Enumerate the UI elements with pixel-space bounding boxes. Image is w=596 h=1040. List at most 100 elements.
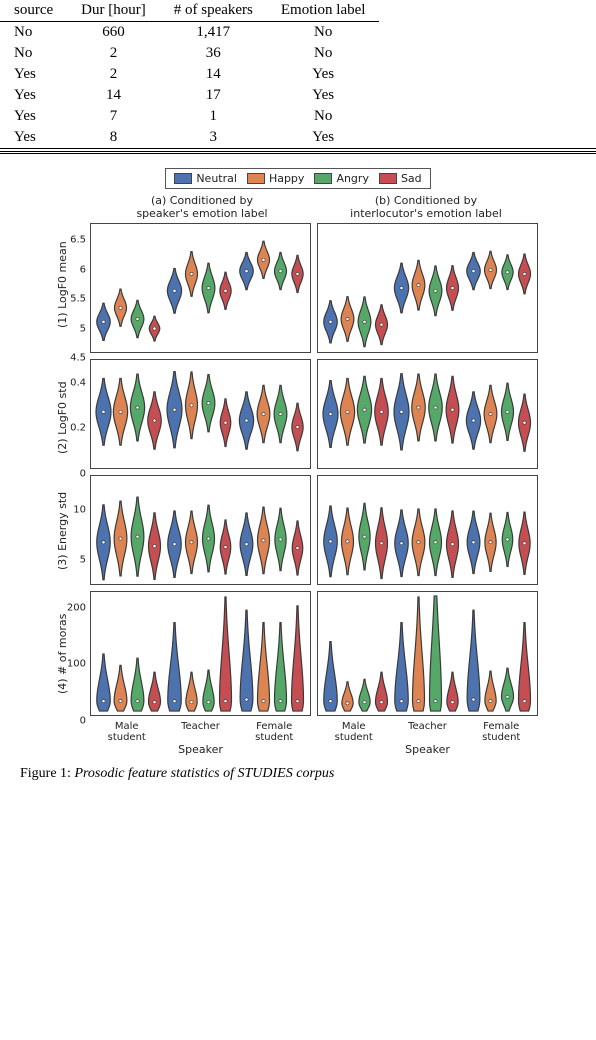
speaker-group	[96, 362, 162, 466]
violin	[290, 362, 305, 466]
violin	[517, 594, 532, 713]
table-cell: Yes	[0, 85, 67, 106]
speaker-group	[466, 362, 532, 466]
table-cell: 660	[67, 22, 160, 44]
speaker-group	[394, 478, 460, 582]
speaker-group	[96, 594, 162, 713]
table-header-row: source Dur [hour] # of speakers Emotion …	[0, 0, 379, 22]
violin	[147, 478, 162, 582]
table-cell: Yes	[267, 85, 380, 106]
speaker-group	[239, 478, 305, 582]
violin	[96, 594, 111, 713]
table-cell: 3	[160, 127, 267, 148]
legend-swatch	[174, 173, 192, 184]
violin	[394, 362, 409, 466]
violin	[256, 362, 271, 466]
violin	[483, 226, 498, 350]
chart-panel	[90, 475, 311, 585]
violin	[394, 594, 409, 713]
violin	[167, 226, 182, 350]
figure-caption: Figure 1: Prosodic feature statistics of…	[20, 766, 596, 782]
violin	[374, 478, 389, 582]
table-cell: 17	[160, 85, 267, 106]
legend-swatch	[379, 173, 397, 184]
x-tick-label: Femalestudent	[482, 722, 520, 743]
violin	[113, 362, 128, 466]
violin	[167, 594, 182, 713]
table-cell: 14	[160, 64, 267, 85]
violin	[256, 594, 271, 713]
violin	[483, 362, 498, 466]
violin	[167, 362, 182, 466]
violin	[273, 478, 288, 582]
violin	[184, 594, 199, 713]
legend-item: Angry	[314, 172, 369, 185]
violin	[340, 594, 355, 713]
violin	[500, 594, 515, 713]
violin	[483, 594, 498, 713]
violin	[394, 226, 409, 350]
violin	[147, 362, 162, 466]
violin	[500, 362, 515, 466]
violin	[357, 594, 372, 713]
violin	[96, 226, 111, 350]
legend-swatch	[247, 173, 265, 184]
y-tick: 200	[67, 602, 86, 613]
y-tick: 5	[80, 555, 86, 566]
speaker-group	[394, 594, 460, 713]
speaker-group	[394, 226, 460, 350]
speaker-group	[323, 478, 389, 582]
violin	[201, 594, 216, 713]
caption-prefix: Figure 1:	[20, 766, 71, 781]
violin	[218, 594, 233, 713]
violin	[500, 478, 515, 582]
violin	[517, 226, 532, 350]
figure-1: NeutralHappyAngrySad (a) Conditioned bys…	[58, 168, 538, 756]
violin	[130, 362, 145, 466]
th-dur: Dur [hour]	[67, 0, 160, 22]
table-cell: No	[0, 43, 67, 64]
violin	[147, 594, 162, 713]
table-cell: 1	[160, 106, 267, 127]
legend-swatch	[314, 173, 332, 184]
speaker-group	[394, 362, 460, 466]
violin	[273, 362, 288, 466]
violin	[130, 594, 145, 713]
violin	[96, 362, 111, 466]
x-axis-label-a: Speaker	[90, 743, 311, 756]
violin	[517, 362, 532, 466]
data-table: source Dur [hour] # of speakers Emotion …	[0, 0, 596, 154]
legend-label: Angry	[336, 172, 369, 185]
y-tick: 0.2	[70, 423, 86, 434]
violin	[323, 594, 338, 713]
violin	[323, 362, 338, 466]
violin	[201, 362, 216, 466]
x-tick-label: Teacher	[181, 722, 220, 743]
table-cell: 2	[67, 43, 160, 64]
violin	[323, 478, 338, 582]
violin	[374, 594, 389, 713]
table-cell: 2	[67, 64, 160, 85]
violin	[218, 478, 233, 582]
panel-title-a: (a) Conditioned byspeaker's emotion labe…	[90, 195, 314, 223]
violin	[239, 226, 254, 350]
violin	[290, 226, 305, 350]
violin	[340, 478, 355, 582]
th-speakers: # of speakers	[160, 0, 267, 22]
legend-label: Happy	[269, 172, 305, 185]
speaker-group	[167, 478, 233, 582]
table-cell: No	[267, 22, 380, 44]
violin	[411, 478, 426, 582]
table-row: Yes1417Yes	[0, 85, 379, 106]
violin	[96, 478, 111, 582]
violin	[428, 226, 443, 350]
speaker-group	[239, 594, 305, 713]
violin	[201, 478, 216, 582]
legend-label: Sad	[401, 172, 422, 185]
violin	[357, 362, 372, 466]
violin	[113, 594, 128, 713]
x-tick-label: Femalestudent	[255, 722, 293, 743]
legend-item: Sad	[379, 172, 422, 185]
violin	[428, 594, 443, 713]
violin	[483, 478, 498, 582]
